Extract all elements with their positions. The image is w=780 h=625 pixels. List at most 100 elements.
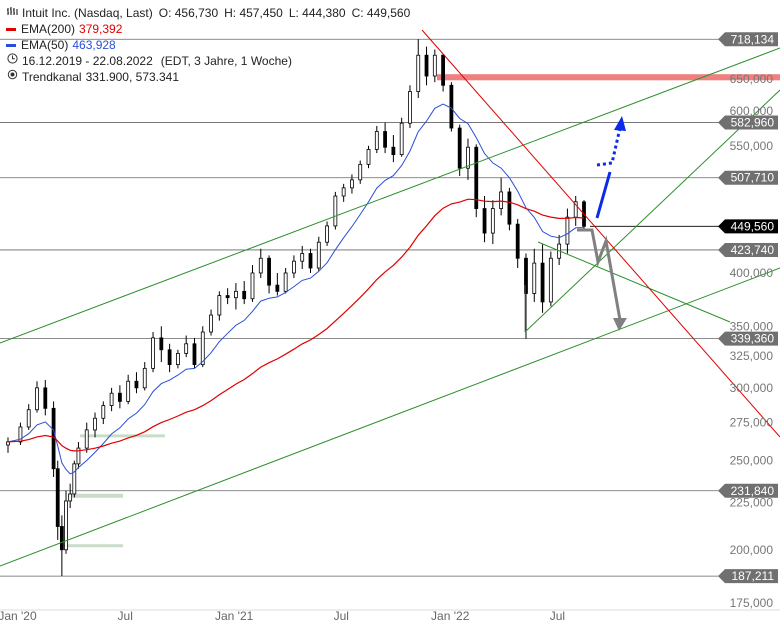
y-tick-label-8: 400,000 [730,266,774,280]
price-tag-label-5: 339,360 [731,332,775,346]
scenario-arrowhead-grey [613,318,627,331]
candle-body-31 [242,290,247,300]
price-tag-7 [718,569,778,584]
candle-body-66 [532,262,537,294]
price-tag-label-0: 718,134 [731,32,775,46]
candle-body-55 [441,54,446,86]
candle-body-10 [72,463,77,495]
chart-legend: Intuit Inc. (Nasdaq, Last) O: 456,730 H:… [6,5,410,85]
candle-body-26 [200,331,205,365]
candle-body-23 [175,353,180,365]
channel-value: 331.900, 573.341 [85,70,180,84]
y-tick-label-7: 350,000 [730,319,774,333]
candle-body-27 [209,314,213,333]
candle-body-63 [507,191,512,225]
bar-chart-icon [6,5,18,21]
y-tick-label-0: 175,000 [730,596,774,610]
candle-body-41 [325,225,329,243]
candle-body-36 [283,272,288,292]
candle-body-68 [548,257,553,303]
range-note: (EDT, 3 Jahre, 1 Woche) [160,54,292,68]
candle-body-65 [524,257,528,294]
close-value: C: 449,560 [351,6,411,20]
x-tick-label-4: Jan '22 [431,609,470,623]
ema50-swatch [6,43,16,47]
clock-icon [6,53,18,69]
candle-body-34 [267,257,271,286]
candle-body-35 [275,284,280,292]
candle-body-49 [391,146,396,156]
candle-body-46 [366,149,371,165]
candles-layer [6,39,586,577]
candle-body-32 [250,272,255,300]
candle-body-43 [341,187,346,197]
candle-body-59 [474,146,479,209]
scenario-arrow-solid [595,171,612,219]
candle-body-56 [449,84,454,129]
candle-body-54 [432,54,437,77]
candle-body-19 [142,367,147,389]
candle-body-61 [490,208,495,234]
candle-body-52 [416,54,421,92]
price-tag-label-2: 507,710 [731,171,775,185]
x-tick-label-0: Jan '20 [0,609,37,623]
y-tick-label-2: 225,000 [730,496,774,510]
x-tick-label-1: Jul [118,609,133,623]
candle-body-0 [6,441,10,446]
instrument-name: Intuit Inc. (Nasdaq, Last) [22,6,153,20]
candle-body-30 [234,290,238,299]
price-tag-1 [718,115,778,130]
candle-body-29 [225,295,230,299]
ema200-line [7,198,585,452]
chart-background [0,38,780,577]
x-tick-label-5: Jul [550,609,565,623]
x-tick-label-3: Jul [334,609,349,623]
ema200-swatch [6,27,16,31]
overlay-lines [0,29,780,567]
legend-channel: Trendkanal 331.900, 573.341 [6,69,410,85]
candle-body-51 [408,91,412,124]
candle-body-38 [300,253,305,262]
channel-lower [0,267,780,567]
candle-body-60 [482,208,487,234]
candle-body-9 [68,493,73,502]
legend-ema50: EMA(50) 463,928 [6,37,410,53]
resistance-zone [437,74,780,81]
candle-body-15 [109,392,114,406]
candle-body-70 [565,216,570,245]
candle-body-53 [424,54,429,77]
candle-body-47 [374,131,379,150]
high-value: H: 457,450 [224,6,283,20]
legend-header: Intuit Inc. (Nasdaq, Last) O: 456,730 H:… [6,5,410,21]
price-tag-4 [718,242,778,257]
candle-body-58 [466,146,470,169]
y-tick-label-9: 550,000 [730,139,774,153]
candle-body-42 [333,195,338,227]
candle-body-1 [18,426,23,443]
legend-range: 16.12.2019 - 22.08.2022 (EDT, 3 Jahre, 1… [6,53,410,69]
candle-body-50 [399,122,404,156]
ema200-label: EMA(200) [21,22,76,36]
price-tag-label-7: 187,211 [732,569,775,583]
candle-body-13 [93,417,97,431]
candle-body-22 [167,349,172,365]
candle-body-4 [43,387,48,409]
candle-body-45 [358,163,363,181]
ema50-value: 463,928 [72,38,116,52]
candle-body-57 [457,127,462,169]
candle-body-3 [35,387,39,411]
candle-body-16 [117,392,122,402]
price-tag-label-3: 449,560 [731,219,775,233]
candle-body-20 [151,337,155,369]
price-tag-label-1: 582,960 [731,116,775,130]
candle-body-40 [316,241,321,269]
candle-body-18 [134,380,139,389]
candle-body-48 [383,131,387,148]
ema200-value: 379,392 [79,22,123,36]
candle-body-28 [217,295,222,316]
legend-ema200: EMA(200) 379,392 [6,21,410,37]
price-tag-3 [718,219,778,234]
candle-body-17 [126,380,131,402]
candle-body-8 [64,500,68,551]
